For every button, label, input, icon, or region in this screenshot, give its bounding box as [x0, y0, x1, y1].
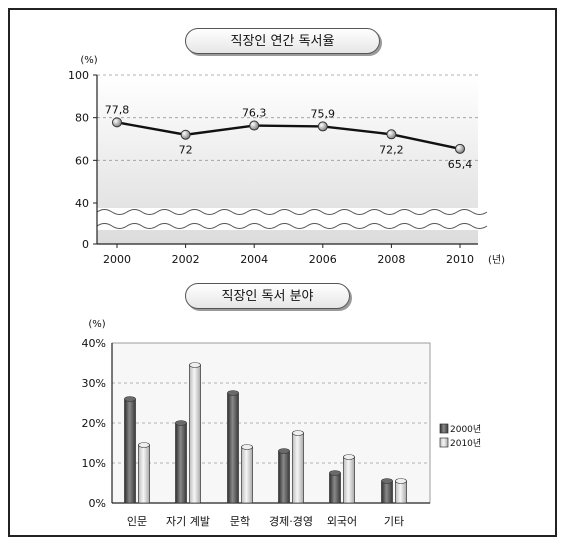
line-chart: 0 40 60 80 100 (%) 2000 2002 2004 2006 2008 2010 (년)…: [68, 55, 505, 266]
bar-y-tick-label: 20%: [82, 417, 106, 430]
bar-chart-title: 직장인 독서 분야: [185, 283, 350, 309]
bar-category-label: 문학: [230, 515, 250, 528]
bar-top-cap: [278, 448, 290, 454]
bar-2010: [138, 444, 150, 504]
bar-y-tick-label: 30%: [82, 377, 106, 390]
bar-top-cap: [189, 362, 201, 368]
bar-top-cap: [395, 478, 407, 484]
line-y-tick-label: 80: [75, 112, 89, 125]
bar-top-cap: [124, 396, 136, 402]
legend-swatch: [439, 423, 449, 434]
bar-chart: 0% 10% 20% 30% 40% (%) 인문 자기 계발 문학 경제·경영 외국어 기타 2000…: [82, 319, 482, 528]
line-data-label: 72: [179, 144, 193, 157]
line-y-tick-label: 100: [68, 69, 89, 82]
line-x-tick-label: 2004: [240, 253, 268, 266]
bar-top-cap: [175, 420, 187, 426]
line-marker: [386, 129, 397, 140]
bar-category-label: 기타: [384, 515, 404, 528]
line-data-label: 75,9: [311, 107, 336, 120]
bar-2000: [329, 472, 341, 504]
bar-2000: [227, 392, 239, 504]
line-y-tick-label: 0: [82, 238, 89, 251]
line-y-tick-label: 40: [75, 197, 89, 210]
legend-swatch: [439, 437, 449, 448]
bar-category-label: 인문: [127, 515, 147, 528]
bar-2000: [381, 480, 393, 504]
line-series: [116, 121, 461, 150]
bar-category-label: 자기 계발: [166, 515, 210, 528]
bar-top-cap: [329, 470, 341, 476]
bar-2010: [292, 432, 304, 504]
axis-break-wave: [96, 209, 488, 215]
bar-2010: [395, 480, 407, 504]
bar-y-tick-label: 0%: [89, 497, 106, 510]
line-x-unit: (년): [488, 254, 505, 266]
axis-break-band: [97, 208, 478, 230]
line-data-label: 76,3: [242, 107, 267, 120]
line-data-label: 65,4: [448, 158, 473, 171]
bar-2000: [124, 398, 136, 504]
line-marker: [180, 129, 191, 140]
line-data-label: 72,2: [379, 143, 404, 156]
bar-y-tick-label: 40%: [82, 337, 106, 350]
legend-label: 2010년: [450, 438, 481, 449]
bar-legend: 2000년 2010년: [439, 423, 481, 449]
bar-top-cap: [381, 478, 393, 484]
line-x-tick-label: 2006: [309, 253, 337, 266]
bar-2010: [343, 456, 355, 504]
line-marker: [112, 117, 122, 128]
line-marker: [317, 121, 328, 132]
bar-top-cap: [241, 444, 253, 450]
legend-label: 2000년: [450, 424, 481, 435]
line-marker: [249, 120, 260, 131]
bar-category-label: 외국어: [327, 515, 357, 528]
line-x-tick-label: 2002: [172, 253, 200, 266]
bar-category-label: 경제·경영: [269, 515, 313, 528]
line-x-tick-label: 2008: [377, 253, 405, 266]
bar-2000: [175, 422, 187, 504]
bar-top-cap: [138, 442, 150, 448]
axis-break-wave: [96, 223, 488, 229]
bar-top-cap: [343, 454, 355, 460]
bar-y-unit: (%): [88, 319, 105, 330]
line-marker: [455, 143, 465, 154]
line-chart-title: 직장인 연간 독서율: [185, 28, 380, 54]
line-data-label: 77,8: [105, 103, 130, 116]
line-x-tick-label: 2000: [103, 253, 131, 266]
bar-2010: [189, 364, 201, 504]
bar-top-cap: [227, 390, 239, 396]
line-y-tick-label: 60: [75, 154, 89, 167]
bar-y-tick-label: 10%: [82, 457, 106, 470]
line-x-tick-label: 2010: [446, 253, 474, 266]
bar-2010: [241, 446, 253, 504]
bar-2000: [278, 450, 290, 504]
line-y-unit: (%): [80, 55, 97, 66]
bar-top-cap: [292, 430, 304, 436]
